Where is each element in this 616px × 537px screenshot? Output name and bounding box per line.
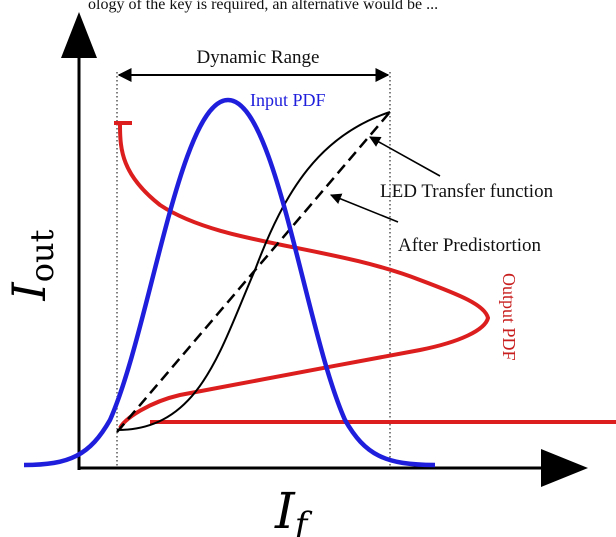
y-axis-title-main: I — [2, 281, 56, 301]
input-pdf-curve — [23, 97, 436, 468]
x-axis-title: If — [274, 482, 313, 537]
after-predistortion-pointer — [329, 193, 399, 223]
predistortion-line — [116, 111, 391, 433]
dynamic-range-label: Dynamic Range — [197, 47, 320, 68]
led-transfer-pointer — [369, 136, 441, 177]
y-axis-arrowhead — [61, 12, 97, 58]
y-axis-title-sub: out — [23, 229, 61, 282]
output-pdf-label: Output PDF — [499, 273, 519, 361]
input-pdf-label: Input PDF — [250, 90, 326, 110]
axes — [61, 12, 588, 487]
led-transfer-label: LED Transfer function — [380, 181, 554, 202]
x-axis-title-main: I — [274, 482, 296, 537]
x-axis-arrowhead — [541, 449, 588, 487]
x-axis-title-sub: f — [292, 505, 313, 537]
output-pdf-curve — [114, 121, 616, 430]
y-axis-title: Iout — [2, 229, 61, 301]
top-caption: ology of the key is required, an alterna… — [88, 0, 438, 13]
after-predistortion-label: After Predistortion — [398, 235, 542, 256]
